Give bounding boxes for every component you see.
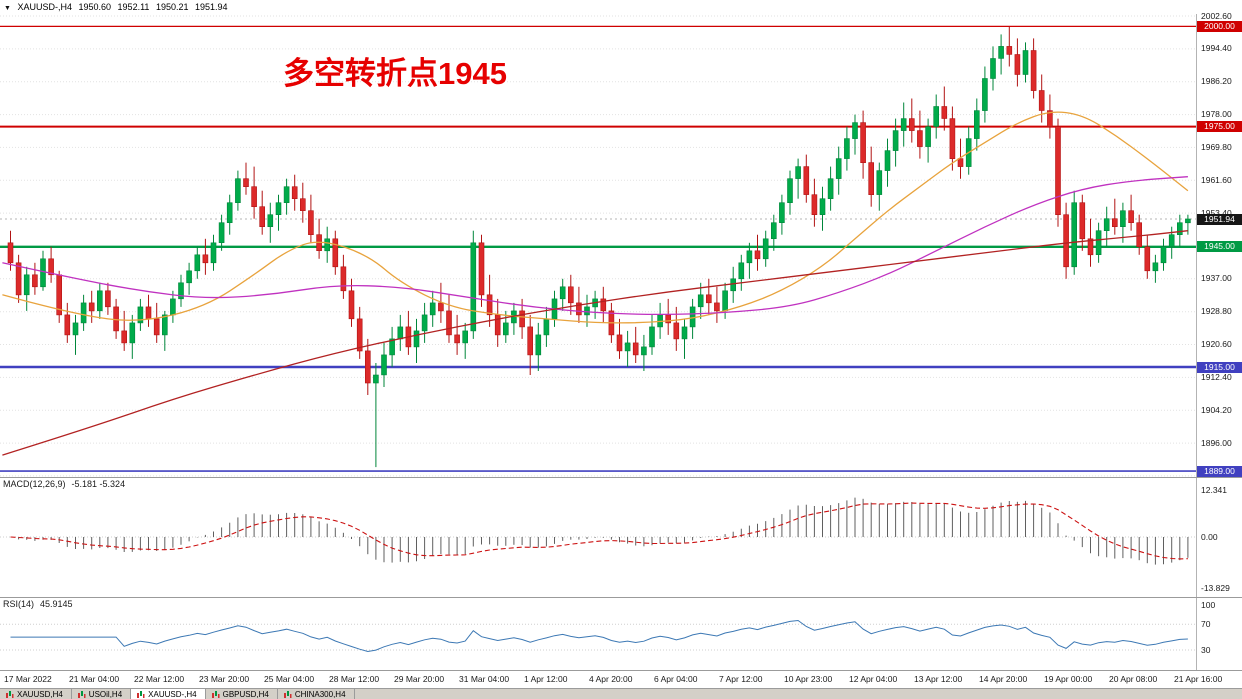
current-price-badge: 1951.94 <box>1197 213 1242 225</box>
time-axis-label: 22 Mar 12:00 <box>134 674 185 684</box>
time-axis-label: 12 Apr 04:00 <box>849 674 898 684</box>
time-axis-label: 14 Apr 20:00 <box>979 674 1028 684</box>
time-axis-label: 29 Mar 20:00 <box>394 674 445 684</box>
level-price-badge: 1889.00 <box>1197 465 1242 477</box>
panel-separator[interactable] <box>0 597 1242 598</box>
macd-header: MACD(12,26,9) -5.181 -5.324 <box>3 479 125 489</box>
macd-tick-label: 0.00 <box>1201 531 1218 542</box>
price-chart-panel[interactable] <box>0 14 1196 477</box>
rsi-panel[interactable]: RSI(14) 45.9145 <box>0 598 1196 670</box>
chart-tab-label: XAUUSD-,H4 <box>148 689 197 699</box>
chart-tab-label: CHINA300,H4 <box>294 689 346 699</box>
price-tick-label: 2002.60 <box>1201 10 1232 21</box>
chart-tab-icon <box>283 690 292 698</box>
time-axis-label: 10 Apr 23:00 <box>784 674 833 684</box>
price-tick-label: 1986.20 <box>1201 76 1232 87</box>
macd-title: MACD(12,26,9) <box>3 479 66 489</box>
price-tick-label: 1937.00 <box>1201 273 1232 284</box>
time-axis-label: 25 Mar 04:00 <box>264 674 315 684</box>
price-tick-label: 1928.80 <box>1201 306 1232 317</box>
macd-panel[interactable]: MACD(12,26,9) -5.181 -5.324 <box>0 478 1196 597</box>
ma-fast-orange <box>2 111 1189 324</box>
macd-values: -5.181 -5.324 <box>71 479 126 489</box>
rsi-axis[interactable]: 100 70 30 <box>1196 598 1242 670</box>
ohlc-open: 1950.60 <box>78 2 112 12</box>
chart-tab-icon <box>77 690 86 698</box>
rsi-values: 45.9145 <box>40 599 73 609</box>
chart-tab[interactable]: XAUUSD-,H4 <box>131 689 206 699</box>
price-tick-label: 1961.60 <box>1201 174 1232 185</box>
macd-chart[interactable] <box>0 478 1196 597</box>
rsi-tick-label: 30 <box>1201 644 1211 655</box>
chart-tab[interactable]: CHINA300,H4 <box>277 689 355 699</box>
ohlc-close: 1951.94 <box>195 2 228 12</box>
panel-separator[interactable] <box>0 477 1242 478</box>
time-axis-label: 7 Apr 12:00 <box>719 674 763 684</box>
chart-tab[interactable]: XAUUSD,H4 <box>0 689 72 699</box>
level-price-badge: 1975.00 <box>1197 121 1242 133</box>
rsi-line <box>10 619 1188 653</box>
time-axis-label: 21 Mar 04:00 <box>69 674 120 684</box>
panel-separator <box>0 670 1242 671</box>
rsi-chart[interactable] <box>0 598 1196 670</box>
chart-tab[interactable]: USOil,H4 <box>71 689 132 699</box>
ma-slow-darkred <box>2 230 1188 456</box>
time-axis-label: 1 Apr 12:00 <box>524 674 568 684</box>
candlestick-chart[interactable] <box>0 14 1196 477</box>
chart-text-annotation: 多空转折点1945 <box>283 56 507 91</box>
chart-tab[interactable]: GBPUSD,H4 <box>205 689 278 699</box>
macd-tick-label: 12.341 <box>1201 485 1227 496</box>
chart-tab-label: USOil,H4 <box>88 689 123 699</box>
ohlc-low: 1950.21 <box>155 2 189 12</box>
rsi-tick-label: 100 <box>1201 599 1216 610</box>
time-axis-label: 13 Apr 12:00 <box>914 674 963 684</box>
macd-signal-line <box>10 502 1188 560</box>
time-axis-label: 31 Mar 04:00 <box>459 674 510 684</box>
level-price-badge: 2000.00 <box>1197 20 1242 32</box>
chart-tab-label: GBPUSD,H4 <box>222 689 269 699</box>
rsi-tick-label: 70 <box>1201 618 1211 629</box>
time-axis[interactable]: 17 Mar 2022 21 Mar 04:00 22 Mar 12:00 23 Ma… <box>0 671 1242 688</box>
time-axis-label: 6 Apr 04:00 <box>654 674 698 684</box>
chart-tab-icon <box>137 690 145 698</box>
time-axis-label: 23 Mar 20:00 <box>199 674 250 684</box>
ohlc-high: 1952.11 <box>117 2 150 12</box>
price-tick-label: 1953.40 <box>1201 208 1232 218</box>
price-tick-label: 1969.80 <box>1201 141 1232 152</box>
price-tick-label: 1904.20 <box>1201 404 1232 415</box>
chart-tab-label: XAUUSD,H4 <box>17 689 63 699</box>
level-price-badge: 1915.00 <box>1197 361 1242 373</box>
time-axis-label: 19 Apr 00:00 <box>1044 674 1093 684</box>
macd-axis[interactable]: 12.341 0.00 -13.829 <box>1196 478 1242 597</box>
time-axis-label: 20 Apr 08:00 <box>1109 674 1158 684</box>
time-axis-label: 28 Mar 12:00 <box>329 674 380 684</box>
chart-header: ▼ XAUUSD-,H4 1950.60 1952.11 1950.21 195… <box>0 0 1242 14</box>
time-axis-label: 17 Mar 2022 <box>4 674 52 684</box>
time-axis-label: 4 Apr 20:00 <box>589 674 633 684</box>
macd-tick-label: -13.829 <box>1201 583 1230 594</box>
rsi-title: RSI(14) <box>3 599 35 609</box>
symbol-period-label: XAUUSD-,H4 <box>17 2 72 12</box>
chart-tab-bar: XAUUSD,H4 USOil,H4 XAUUSD-,H4 GBPUSD,H4 CHIN… <box>0 688 1242 699</box>
quick-trade-arrow-icon[interactable]: ▼ <box>4 5 11 12</box>
price-tick-label: 1912.40 <box>1201 371 1232 382</box>
price-tick-label: 1978.00 <box>1201 109 1232 120</box>
macd-histogram <box>18 497 1189 565</box>
time-axis-label: 21 Apr 16:00 <box>1174 674 1223 684</box>
ma-mid-magenta <box>2 176 1188 316</box>
chart-tab-icon <box>6 690 14 698</box>
price-tick-label: 1920.60 <box>1201 339 1232 349</box>
chart-tab-icon <box>211 690 220 698</box>
rsi-header: RSI(14) 45.9145 <box>3 599 73 609</box>
price-tick-label: 1994.40 <box>1201 43 1232 54</box>
price-tick-label: 1896.00 <box>1201 437 1232 448</box>
price-axis[interactable]: 2002.60 1994.40 1986.20 1978.00 1969.80 1961.… <box>1196 10 1242 480</box>
level-price-badge: 1945.00 <box>1197 241 1242 253</box>
